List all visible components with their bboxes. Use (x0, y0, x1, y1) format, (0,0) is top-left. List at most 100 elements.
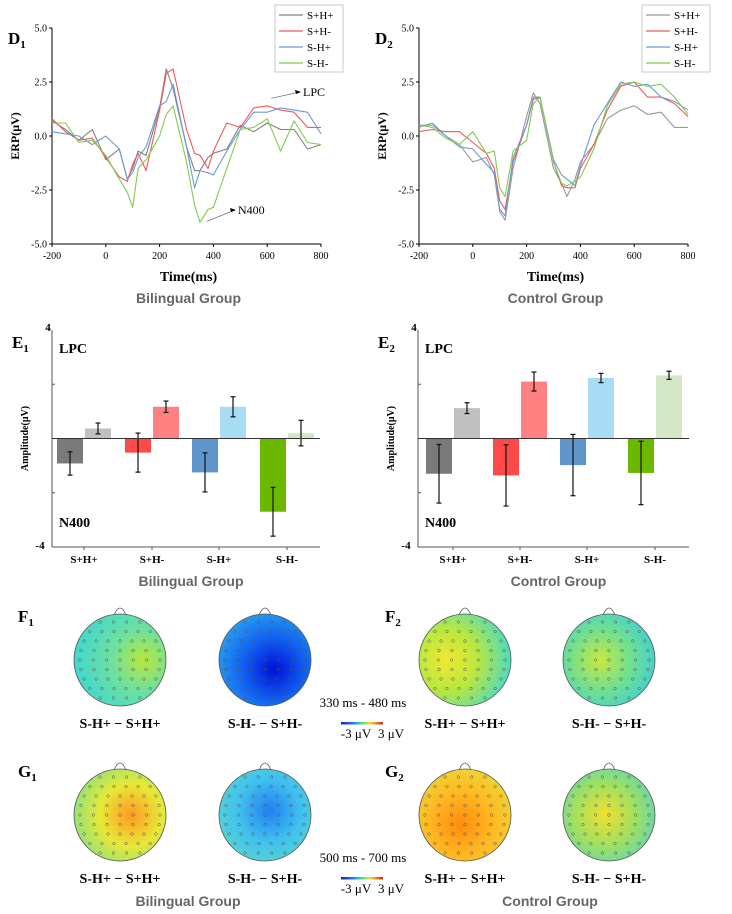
electrode (627, 851, 631, 855)
electrode (620, 667, 624, 672)
legend: S+H+ S+H- S-H+ S-H- (641, 4, 711, 73)
electrode (571, 677, 575, 681)
electrode (98, 851, 102, 855)
electrode (88, 841, 92, 846)
electrode (568, 648, 572, 653)
electrode (503, 813, 507, 817)
electrode (136, 784, 140, 789)
nose-icon (458, 607, 472, 616)
electrode (105, 667, 109, 672)
electrode (250, 822, 254, 827)
electrode (587, 775, 591, 779)
electrode (613, 629, 617, 634)
electrode (587, 696, 591, 700)
electrode (450, 822, 454, 827)
electrode (236, 658, 240, 662)
x-tick-label: 600 (260, 251, 275, 262)
electrode (594, 658, 598, 662)
electrode (607, 813, 611, 817)
electrode (463, 832, 467, 836)
electrode (463, 803, 467, 808)
electrode (475, 794, 479, 798)
group-label: Bilingual Group (139, 573, 244, 589)
electrode (625, 841, 629, 846)
electrode (469, 629, 473, 634)
topomap: S-H- − S+H- (562, 762, 656, 887)
category-label: S-H- (644, 554, 666, 566)
electrode (583, 794, 587, 798)
panel-subscript: 2 (395, 617, 401, 629)
electrode (111, 620, 115, 624)
electrode (131, 822, 135, 827)
electrode (287, 794, 291, 798)
electrode (263, 648, 267, 653)
electrode (251, 832, 255, 836)
x-tick-label: 0 (470, 251, 475, 262)
electrode (631, 832, 635, 836)
electrode (276, 822, 280, 827)
electrode (79, 822, 83, 827)
y-tick-label: 4 (411, 322, 417, 334)
electrode (463, 667, 467, 672)
electrode (427, 794, 431, 798)
electrode (423, 813, 427, 817)
electrode (619, 639, 623, 643)
electrode (250, 667, 254, 672)
electrode (607, 794, 611, 798)
panel-label-d1: D1 (8, 29, 26, 51)
series-line-S+H+ (419, 92, 688, 221)
electrode (243, 851, 247, 855)
electrode (237, 667, 241, 672)
y-tick-label: -2.5 (398, 186, 414, 197)
electrode (130, 639, 134, 643)
electrode (111, 775, 115, 779)
electrode (613, 841, 617, 846)
topomap: S-H+ − S+H+ (418, 607, 512, 732)
electrode (78, 658, 82, 662)
electrode (287, 639, 291, 643)
electrode (250, 803, 254, 808)
bar-lpc (656, 375, 682, 439)
electrode (105, 813, 109, 817)
electrode (82, 639, 86, 643)
electrode (583, 832, 587, 836)
electrode (289, 803, 293, 808)
x-axis-title: Time(ms) (527, 270, 585, 285)
electrode (424, 648, 428, 653)
electrode (619, 794, 623, 798)
electrode (490, 813, 494, 817)
electrode (263, 794, 267, 798)
electrode (481, 784, 485, 789)
electrode (456, 620, 460, 624)
electrode (88, 784, 92, 789)
electrode (631, 677, 635, 681)
topomap-caption: S-H+ − S+H+ (80, 717, 161, 732)
electrode (94, 677, 98, 681)
panel-subscript: 1 (20, 39, 26, 51)
electrode (270, 696, 274, 700)
electrode (88, 629, 92, 634)
y-tick-label: 4 (45, 322, 51, 334)
electrode (106, 677, 110, 681)
electrode (106, 639, 110, 643)
electrode (600, 620, 604, 624)
head-map (562, 613, 656, 707)
head-map (73, 768, 167, 862)
electrode (427, 832, 431, 836)
electrode (293, 784, 297, 789)
electrode (237, 822, 241, 827)
x-axis-title: Time(ms) (160, 270, 218, 285)
y-tick-label: 5.0 (35, 24, 48, 35)
electrode (581, 667, 585, 672)
electrode (124, 686, 128, 691)
electrode (303, 658, 307, 662)
electrode (299, 794, 303, 798)
electrode (647, 658, 651, 662)
topomap-caption: S-H- − S+H- (572, 717, 647, 732)
electrode (263, 813, 267, 817)
electrode (243, 696, 247, 700)
electrode (251, 677, 255, 681)
electrode (118, 813, 122, 817)
electrode (118, 803, 122, 808)
region-label-n400: N400 (59, 516, 90, 531)
